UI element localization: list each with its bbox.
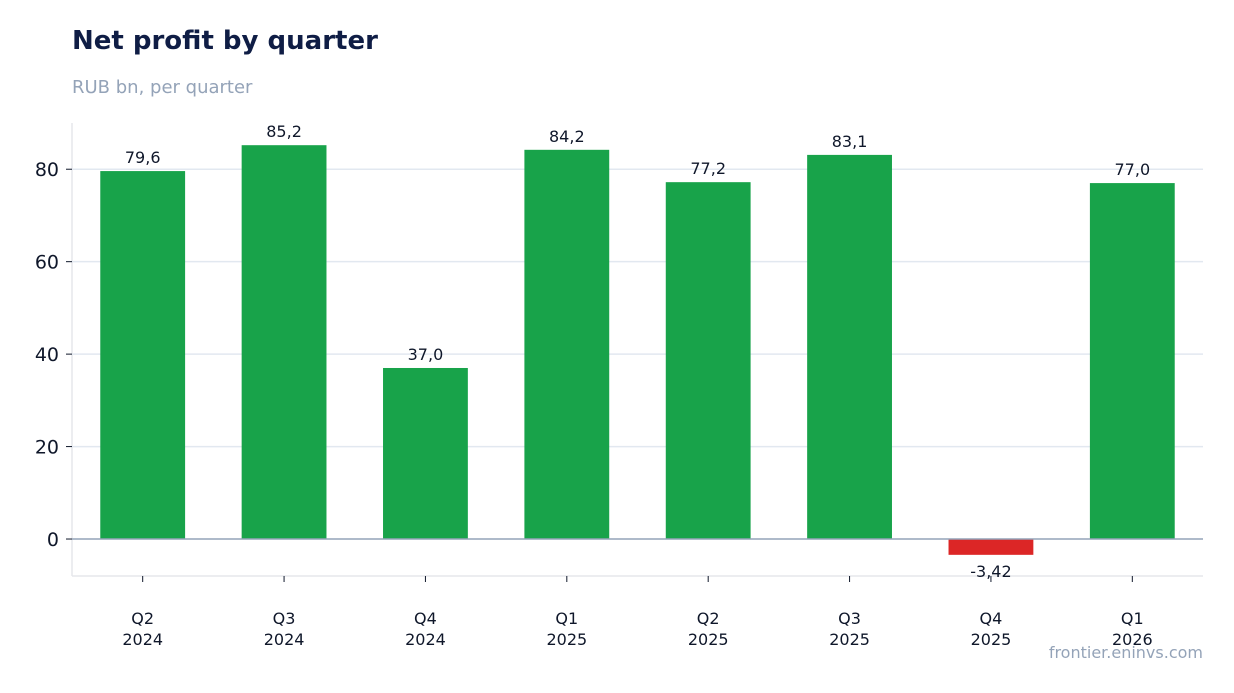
y-tick-label: 20	[35, 437, 59, 459]
data-label: 83,1	[832, 132, 868, 151]
bar	[948, 539, 1034, 555]
y-tick-label: 80	[35, 159, 59, 181]
data-label: -3,42	[970, 562, 1011, 581]
x-tick-label: 2025	[546, 630, 587, 649]
chart-subtitle: RUB bn, per quarter	[72, 77, 253, 98]
x-tick-label: 2025	[829, 630, 870, 649]
bar	[524, 149, 610, 540]
y-tick-label: 60	[35, 252, 59, 274]
bar	[383, 367, 468, 540]
data-label: 77,0	[1115, 160, 1151, 179]
x-tick-label: 2024	[122, 630, 163, 649]
x-tick-label: Q2	[131, 609, 154, 628]
x-tick-label: 2024	[264, 630, 305, 649]
data-label: 84,2	[549, 127, 585, 146]
bar	[100, 171, 186, 540]
x-tick-label: Q1	[555, 609, 578, 628]
data-label: 85,2	[266, 122, 302, 141]
data-label: 37,0	[408, 345, 444, 364]
x-tick-label: 2025	[688, 630, 729, 649]
bar	[665, 182, 751, 540]
x-tick-label: 2026	[1112, 630, 1153, 649]
data-label: 79,6	[125, 148, 161, 167]
y-tick-label: 40	[35, 344, 59, 366]
y-tick-label: 0	[47, 529, 59, 551]
bar	[807, 154, 892, 540]
x-tick-label: Q4	[980, 609, 1003, 628]
x-tick-label: 2024	[405, 630, 446, 649]
chart-title: Net profit by quarter	[72, 26, 378, 56]
x-tick-label: Q3	[838, 609, 861, 628]
x-tick-label: 2025	[971, 630, 1012, 649]
bar	[1089, 183, 1175, 540]
source-credit: frontier.eninvs.com	[1048, 643, 1203, 662]
x-tick-label: Q1	[1121, 609, 1144, 628]
x-tick-label: Q4	[414, 609, 437, 628]
data-label: 77,2	[690, 159, 726, 178]
bar	[241, 145, 327, 540]
x-tick-label: Q3	[273, 609, 296, 628]
x-tick-label: Q2	[697, 609, 720, 628]
